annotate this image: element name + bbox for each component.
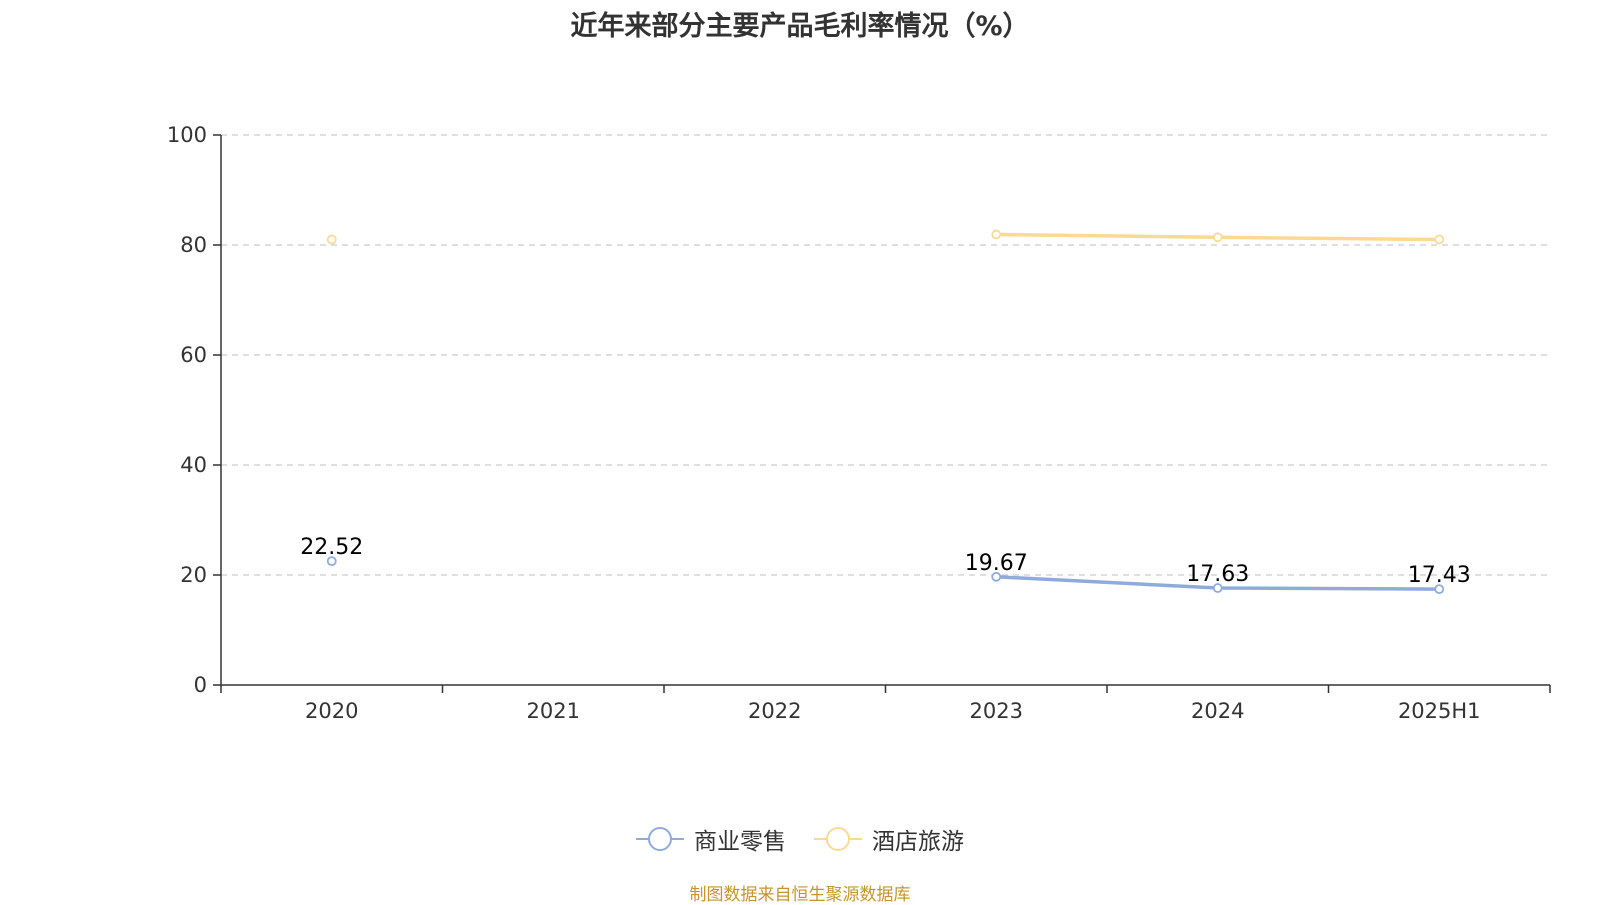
legend-item[interactable]: 商业零售 [636, 822, 786, 856]
y-tick-label: 100 [167, 123, 207, 147]
legend-marker-icon [636, 826, 684, 852]
data-point [1212, 583, 1223, 593]
data-label: 22.52 [300, 535, 363, 560]
y-tick-label: 0 [194, 673, 207, 697]
legend-label: 商业零售 [694, 829, 786, 855]
source-note: 制图数据来自恒生聚源数据库 [689, 885, 911, 905]
series-lines [326, 229, 1445, 595]
data-labels: 22.52 19.67 17.63 17.43 [300, 535, 1470, 588]
x-tick-label: 2025H1 [1398, 699, 1481, 723]
x-tick-label: 2024 [1191, 699, 1244, 723]
legend-item[interactable]: 酒店旅游 [814, 822, 964, 856]
data-point [1434, 234, 1445, 245]
y-tick-label: 80 [180, 233, 207, 257]
data-label: 17.63 [1186, 562, 1249, 587]
data-point [326, 556, 337, 567]
legend-label: 酒店旅游 [872, 829, 964, 855]
data-point [991, 571, 1002, 582]
data-point [1434, 584, 1445, 595]
y-tick-label: 60 [180, 343, 207, 367]
grid-lines [221, 134, 1550, 576]
data-point [991, 229, 1002, 240]
x-tick-label: 2020 [305, 699, 358, 723]
data-label: 19.67 [965, 551, 1028, 576]
data-label: 17.43 [1408, 563, 1471, 588]
legend-marker-icon [814, 826, 862, 852]
data-point [326, 234, 337, 245]
x-tick-label: 2022 [748, 699, 801, 723]
chart-title: 近年来部分主要产品毛利率情况（%） [570, 11, 1030, 42]
axes: 0 20 40 60 80 100 2020 2021 2022 2023 2024 2025H1 [167, 123, 1551, 723]
x-tick-label: 2023 [970, 699, 1023, 723]
y-tick-label: 20 [180, 563, 207, 587]
data-point [1212, 232, 1223, 243]
y-tick-label: 40 [180, 453, 207, 477]
x-tick-label: 2021 [527, 699, 580, 723]
legend: 商业零售 酒店旅游 [0, 822, 1600, 856]
